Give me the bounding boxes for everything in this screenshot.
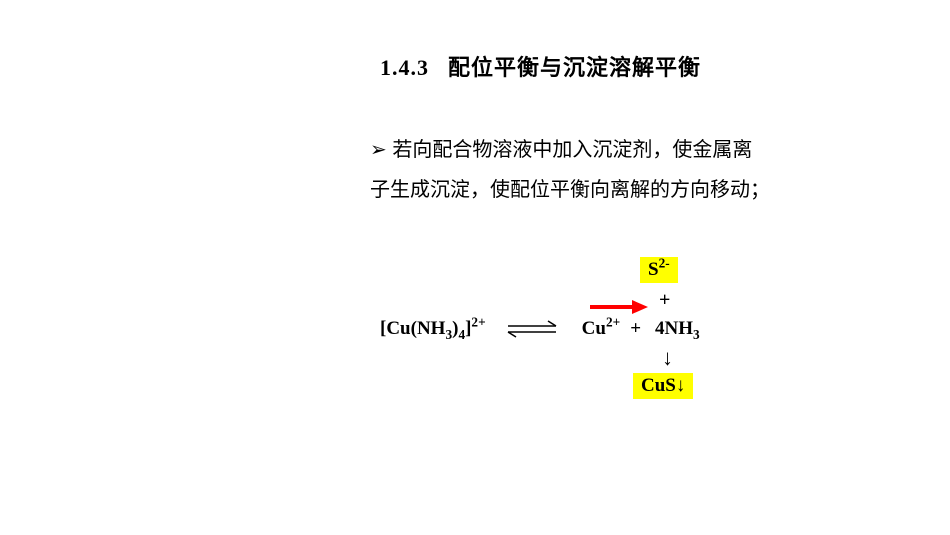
s2-minus-label: S	[648, 259, 659, 280]
cus-precip-arrow: ↓	[676, 375, 686, 396]
down-arrow-icon: ↓	[662, 345, 673, 371]
main-equation-row: [Cu(NH3)4]2+ Cu2+ + 4NH3	[375, 313, 845, 345]
nh3-product: 4NH3	[655, 318, 700, 340]
cus-box: CuS↓	[633, 373, 693, 399]
s2-minus-row: S2-	[375, 255, 845, 285]
plus-above: +	[659, 289, 670, 312]
plus-above-row: +	[375, 285, 845, 315]
body-line-2: 子生成沉淀，使配位平衡向离解的方向移动；	[370, 179, 770, 201]
cus-label: CuS	[641, 375, 676, 396]
plus-right: +	[630, 318, 641, 340]
s2-minus-sup: 2-	[659, 256, 670, 271]
body-paragraph: ➢ 若向配合物溶液中加入沉淀剂，使金属离 子生成沉淀，使配位平衡向离解的方向移动…	[370, 130, 850, 210]
section-heading: 1.4.3 配位平衡与沉淀溶解平衡	[380, 50, 701, 82]
bullet-icon: ➢	[370, 139, 387, 161]
heading-number: 1.4.3	[380, 55, 429, 80]
cus-row: CuS↓	[375, 371, 845, 401]
cu-ion: Cu2+	[582, 318, 621, 340]
reactant-complex: [Cu(NH3)4]2+	[380, 318, 486, 340]
equilibrium-arrow-icon	[502, 318, 562, 340]
down-arrow-row: ↓	[375, 345, 845, 371]
equation-diagram: S2- + [Cu(NH3)4]2+ Cu2+ + 4NH3 ↓	[375, 255, 845, 401]
heading-text: 配位平衡与沉淀溶解平衡	[448, 55, 701, 80]
s2-minus-box: S2-	[640, 257, 678, 283]
body-line-1: 若向配合物溶液中加入沉淀剂，使金属离	[392, 139, 752, 161]
